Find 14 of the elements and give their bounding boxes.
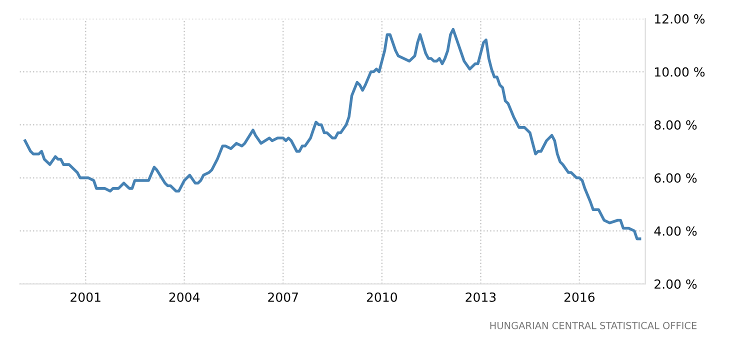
y-tick-label: 2.00 % bbox=[654, 279, 697, 289]
y-tick-label: 12.00 % bbox=[655, 14, 705, 24]
line-series bbox=[24, 28, 642, 240]
x-tick-label: 2010 bbox=[366, 292, 397, 302]
y-tick-label: 8.00 % bbox=[654, 120, 697, 130]
x-tick-label: 2007 bbox=[268, 292, 298, 302]
y-tick-label: 6.00 % bbox=[654, 173, 697, 183]
x-tick-label: 2004 bbox=[169, 292, 200, 302]
y-tick-label: 4.00 % bbox=[654, 226, 697, 236]
x-tick-label: 2001 bbox=[70, 292, 100, 302]
x-tick-label: 2013 bbox=[466, 292, 496, 302]
y-tick-label: 10.00 % bbox=[655, 67, 705, 77]
text: HUNGARIAN CENTRAL STATISTICAL OFFICE bbox=[490, 322, 697, 330]
x-tick-label: 2016 bbox=[564, 292, 595, 302]
